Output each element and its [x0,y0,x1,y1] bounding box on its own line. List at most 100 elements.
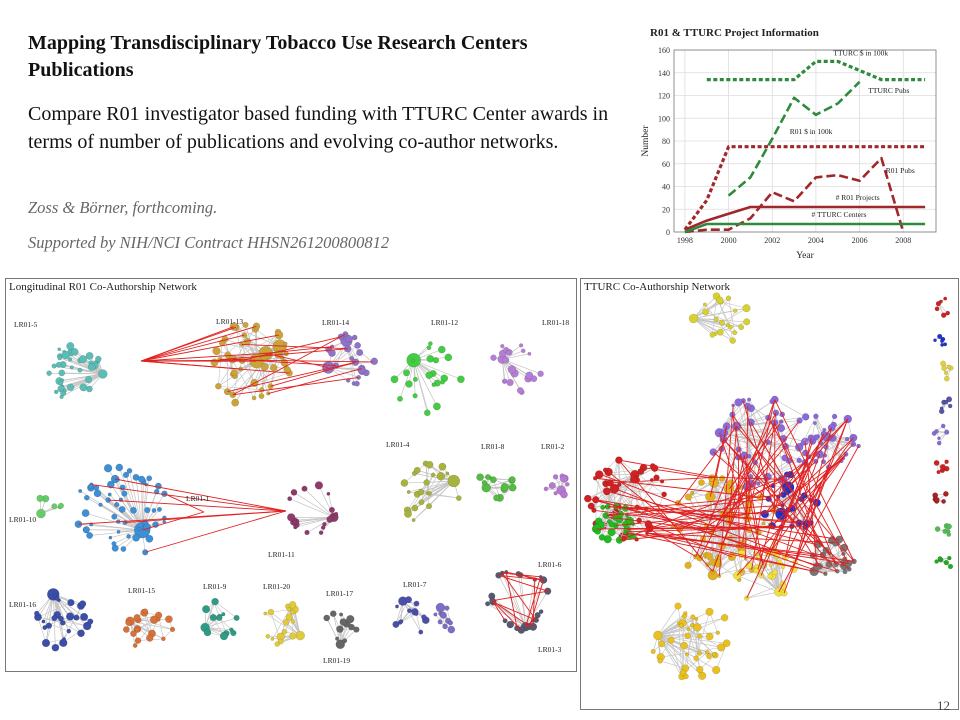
network-node [438,462,447,471]
network-node [230,629,237,637]
network-edge-red [629,532,815,572]
network-cluster [940,360,954,382]
network-edge-red [695,449,739,557]
network-edge [69,359,103,375]
network-node [328,506,335,513]
network-node [120,546,127,552]
network-node [125,619,132,626]
series-line [727,80,861,197]
network-edge [719,427,782,434]
network-edge [408,480,454,493]
network-node [698,479,705,486]
network-node [126,467,133,474]
network-node [490,354,497,361]
r01-network-panel: Longitudinal R01 Co-Authorship Network L… [5,278,577,672]
network-cluster [200,597,240,641]
network-edge [486,479,513,489]
network-node [334,511,339,517]
network-node [130,506,137,514]
network-node [693,623,702,632]
network-edge [407,492,428,515]
network-node [716,328,724,336]
network-node [948,403,953,409]
network-edge [204,601,216,628]
network-node [142,608,148,614]
network-node [939,463,946,470]
network-edge-red [787,418,849,488]
network-node [265,634,271,639]
network-node [418,499,425,506]
network-node [506,620,514,629]
network-node [405,596,413,604]
network-node [412,376,418,382]
network-node [84,494,90,501]
y-tick-label: 40 [662,183,670,192]
network-node [423,479,430,486]
network-edge-red [615,509,789,526]
network-node [560,490,568,499]
network-node [126,534,131,539]
network-edge [414,473,454,482]
network-edge-red [498,574,548,592]
network-node [84,375,93,384]
network-node [107,480,115,489]
network-edge [748,407,769,443]
network-node [51,615,58,622]
network-node [831,413,838,420]
network-node [138,475,146,483]
network-node [439,611,447,619]
network-edge [688,628,715,655]
network-node [86,532,94,539]
line-chart: R01 & TTURC Project Information 0 20 40 60 80… [641,27,937,261]
network-node [58,380,64,386]
network-node [54,595,60,601]
network-node [768,563,773,568]
network-node [51,503,58,510]
network-edge [233,326,280,347]
network-node [742,304,751,313]
network-node [430,472,436,478]
network-node [426,355,435,363]
network-node [685,652,689,657]
network-node [608,521,615,528]
network-node [329,610,337,618]
network-edge [52,594,64,644]
network-node [145,534,154,543]
network-node [116,529,121,534]
network-node [711,652,717,657]
network-node [58,502,64,509]
network-edge [520,574,526,627]
network-node [657,658,663,664]
network-edge [587,467,655,499]
network-edge [727,310,736,326]
network-node [717,643,726,652]
network-edge-red [794,467,830,563]
network-node [946,364,952,369]
network-node [395,604,399,609]
network-node [713,316,719,322]
network-node [734,398,743,407]
network-node [761,521,766,526]
citation: Zoss & Börner, forthcoming. [28,198,218,217]
network-node [934,559,939,564]
network-node [537,370,544,378]
network-node [286,607,292,612]
y-tick-label: 120 [658,92,670,101]
network-edge-red [699,412,777,559]
network-node [481,480,488,486]
network-edge-red [265,346,333,354]
network-node [349,356,355,362]
network-cluster [931,423,950,446]
network-node [686,627,691,632]
network-edge [125,474,143,531]
network-node [323,614,331,622]
network-cluster [688,292,751,344]
series-line [706,59,926,82]
network-cluster [543,473,570,499]
network-node [493,494,500,502]
network-edge-red [679,479,784,530]
network-node [940,339,944,343]
network-node [93,489,102,498]
network-node [221,612,226,617]
network-edge [525,579,544,627]
